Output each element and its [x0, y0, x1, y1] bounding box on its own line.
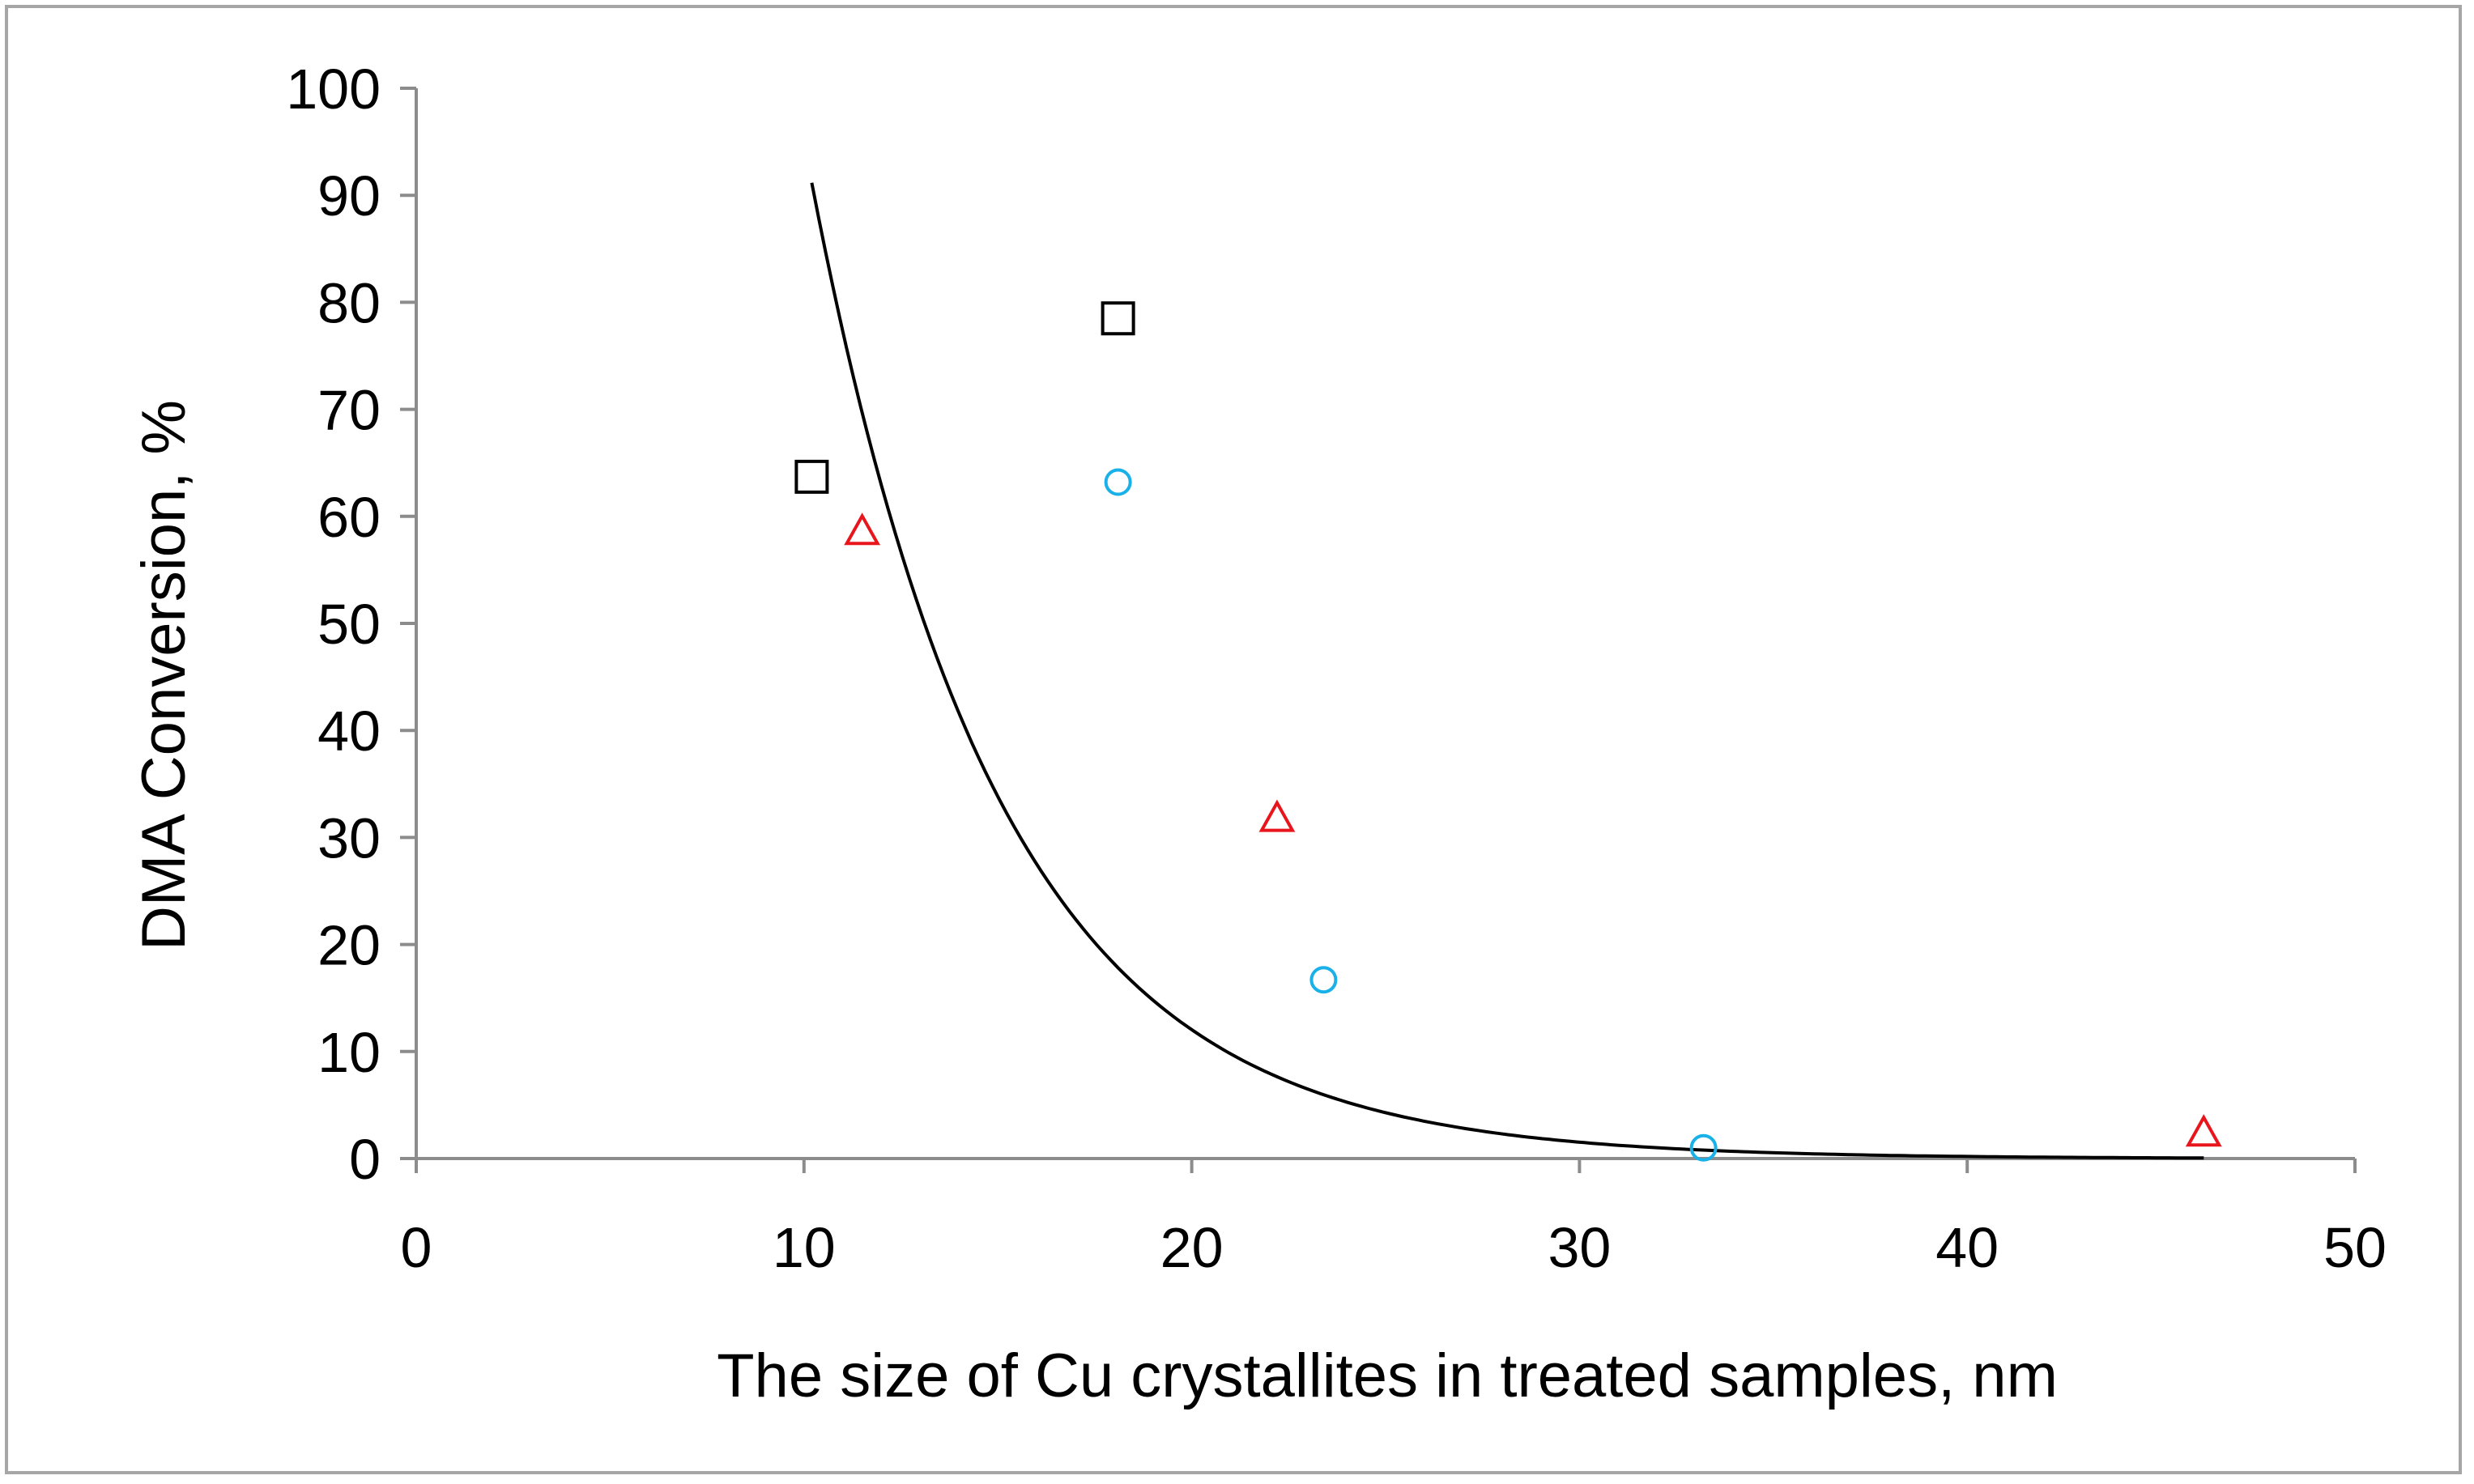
triangle-marker — [2185, 1114, 2222, 1147]
x-tick-label: 50 — [2323, 1216, 2387, 1279]
x-tick-label: 40 — [1935, 1216, 1999, 1279]
x-axis-title: The size of Cu crystallites in treated s… — [717, 1342, 2058, 1410]
x-tick-label: 20 — [1160, 1216, 1224, 1279]
circle-marker — [1689, 1133, 1718, 1162]
y-tick-label: 60 — [317, 486, 381, 549]
trendline-layer — [810, 182, 2204, 1160]
x-tick-label: 10 — [773, 1216, 836, 1279]
axes: 0 10 20 30 40 50 60 70 80 90 100 0 10 20 30 40 50 — [286, 57, 2387, 1279]
y-tick-label: 100 — [286, 57, 381, 121]
y-tick-label: 10 — [317, 1021, 381, 1084]
y-tick-label: 50 — [317, 593, 381, 656]
y-tick-label: 30 — [317, 806, 381, 870]
y-tick-label: 0 — [349, 1128, 381, 1191]
triangle-marker — [844, 512, 881, 546]
data-points — [794, 301, 2222, 1162]
x-tick-label: 30 — [1548, 1216, 1611, 1279]
square-marker — [794, 459, 829, 494]
triangle-marker — [1258, 799, 1296, 832]
trendline — [810, 182, 2204, 1160]
y-axis-title: DMA Conversion, % — [130, 400, 198, 950]
chart-frame — [5, 5, 2462, 1474]
circle-marker — [1104, 468, 1132, 496]
y-tick-label: 70 — [317, 379, 381, 442]
circle-marker — [1309, 966, 1338, 994]
y-tick-label: 90 — [317, 164, 381, 227]
y-tick-label: 40 — [317, 699, 381, 763]
x-tick-label: 0 — [401, 1216, 432, 1279]
y-tick-label: 80 — [317, 271, 381, 334]
y-tick-label: 20 — [317, 914, 381, 977]
square-marker — [1101, 301, 1135, 336]
